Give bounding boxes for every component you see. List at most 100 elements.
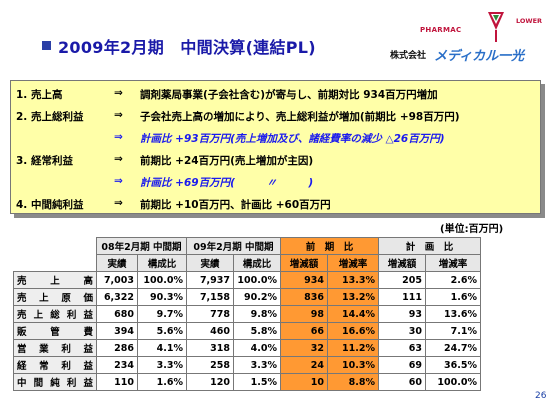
table-cell: 14.4% xyxy=(327,305,379,323)
financial-table: 08年2月期 中間期 09年2月期 中間期 前 期 比 計 画 比 実績 構成比… xyxy=(13,237,481,391)
table-cell: 7.1% xyxy=(425,322,481,340)
table-cell: 3.3% xyxy=(233,356,281,374)
table-cell: 318 xyxy=(186,339,234,357)
flower-logo-icon xyxy=(488,12,504,42)
table-cell: 258 xyxy=(186,356,234,374)
table-row: 売上原価 6,322 90.3% 7,158 90.2% 836 13.2% 111 1.6% xyxy=(13,288,481,306)
table-row: 経常利益 234 3.3% 258 3.3% 24 10.3% 69 36.5% xyxy=(13,356,481,374)
table-cell: 1.5% xyxy=(233,373,281,391)
table-cell: 98 xyxy=(280,305,328,323)
table-row: 売上高 7,003 100.0% 7,937 100.0% 934 13.3% 205 2.6% xyxy=(13,271,481,289)
summary-label: 1. 売上高 xyxy=(16,89,63,101)
row-label: 営業利益 xyxy=(13,339,97,357)
table-cell: 7,003 xyxy=(96,271,138,289)
summary-text: 前期比 +24百万円(売上増加が主因) xyxy=(140,155,314,167)
sub-header: 構成比 xyxy=(233,254,281,272)
table-cell: 11.2% xyxy=(327,339,379,357)
table-cell: 7,158 xyxy=(186,288,234,306)
logo-pharmac: PHARMAC xyxy=(420,26,462,34)
summary-text: 前期比 +10百万円、計画比 +60百万円 xyxy=(140,199,331,211)
row-label: 経常利益 xyxy=(13,356,97,374)
table-cell: 205 xyxy=(378,271,426,289)
table-row: 売上総利益 680 9.7% 778 9.8% 98 14.4% 93 13.6% xyxy=(13,305,481,323)
table-cell: 100.0% xyxy=(137,271,187,289)
table-cell: 13.2% xyxy=(327,288,379,306)
group-header: 08年2月期 中間期 xyxy=(96,237,187,255)
arrow-icon: ⇒ xyxy=(114,153,123,165)
unit-label: (単位:百万円) xyxy=(440,224,504,235)
row-label: 売上原価 xyxy=(13,288,97,306)
summary-text: 調剤薬局事業(子会社含む)が寄与し、前期対比 934百万円増加 xyxy=(140,89,438,101)
logo-lower: LOWER xyxy=(516,17,543,25)
table-cell: 60 xyxy=(378,373,426,391)
table-corner xyxy=(14,238,97,255)
table-cell: 8.8% xyxy=(327,373,379,391)
table-cell: 111 xyxy=(378,288,426,306)
table-row: 販管費 394 5.6% 460 5.8% 66 16.6% 30 7.1% xyxy=(13,322,481,340)
sub-header: 増減額 xyxy=(280,254,328,272)
table-cell: 6,322 xyxy=(96,288,138,306)
row-label: 販管費 xyxy=(13,322,97,340)
table-cell: 234 xyxy=(96,356,138,374)
table-cell: 13.3% xyxy=(327,271,379,289)
table-cell: 9.8% xyxy=(233,305,281,323)
table-cell: 110 xyxy=(96,373,138,391)
table-cell: 836 xyxy=(280,288,328,306)
company-logo: PHARMAC LOWER 株式会社 メディカル一光 xyxy=(390,8,550,70)
table-cell: 7,937 xyxy=(186,271,234,289)
table-cell: 680 xyxy=(96,305,138,323)
page-number: 26 xyxy=(535,391,547,401)
arrow-icon: ⇒ xyxy=(114,87,123,99)
table-cell: 934 xyxy=(280,271,328,289)
table-cell: 100.0% xyxy=(425,373,481,391)
slide-title: 2009年2月期 中間決算(連結PL) xyxy=(58,38,316,57)
table-cell: 10.3% xyxy=(327,356,379,374)
table-cell: 24.7% xyxy=(425,339,481,357)
title-bullet xyxy=(42,41,51,50)
arrow-icon: ⇒ xyxy=(114,175,123,187)
sub-header: 構成比 xyxy=(137,254,187,272)
table-cell: 63 xyxy=(378,339,426,357)
table-cell: 4.0% xyxy=(233,339,281,357)
table-cell: 90.3% xyxy=(137,288,187,306)
table-cell: 69 xyxy=(378,356,426,374)
table-cell: 93 xyxy=(378,305,426,323)
sub-header: 実績 xyxy=(96,254,138,272)
sub-header: 実績 xyxy=(186,254,234,272)
summary-box: 1. 売上高 ⇒ 調剤薬局事業(子会社含む)が寄与し、前期対比 934百万円増加… xyxy=(10,80,541,214)
table-cell: 30 xyxy=(378,322,426,340)
arrow-icon: ⇒ xyxy=(114,131,123,143)
table-cell: 100.0% xyxy=(233,271,281,289)
group-header: 計 画 比 xyxy=(378,237,481,255)
table-cell: 9.7% xyxy=(137,305,187,323)
table-cell: 1.6% xyxy=(137,373,187,391)
table-cell: 1.6% xyxy=(425,288,481,306)
arrow-icon: ⇒ xyxy=(114,197,123,209)
table-cell: 3.3% xyxy=(137,356,187,374)
summary-label: 2. 売上総利益 xyxy=(16,111,84,123)
table-cell: 5.8% xyxy=(233,322,281,340)
table-cell: 24 xyxy=(280,356,328,374)
sub-header: 増減率 xyxy=(425,254,481,272)
group-header: 前 期 比 xyxy=(280,237,379,255)
summary-label: 4. 中間純利益 xyxy=(16,199,84,211)
row-label: 売上高 xyxy=(13,271,97,289)
table-corner xyxy=(14,255,97,272)
table-row: 営業利益 286 4.1% 318 4.0% 32 11.2% 63 24.7% xyxy=(13,339,481,357)
table-cell: 5.6% xyxy=(137,322,187,340)
table-cell: 778 xyxy=(186,305,234,323)
table-sub-header: 実績 構成比 実績 構成比 増減額 増減率 増減額 増減率 xyxy=(14,254,481,272)
logo-company-name: メディカル一光 xyxy=(434,49,525,64)
row-label: 中間純利益 xyxy=(13,373,97,391)
table-cell: 120 xyxy=(186,373,234,391)
table-cell: 13.6% xyxy=(425,305,481,323)
table-cell: 32 xyxy=(280,339,328,357)
table-cell: 394 xyxy=(96,322,138,340)
summary-label: 3. 経常利益 xyxy=(16,155,73,167)
table-cell: 36.5% xyxy=(425,356,481,374)
group-header: 09年2月期 中間期 xyxy=(186,237,281,255)
table-cell: 286 xyxy=(96,339,138,357)
table-cell: 10 xyxy=(280,373,328,391)
table-cell: 66 xyxy=(280,322,328,340)
row-label: 売上総利益 xyxy=(13,305,97,323)
